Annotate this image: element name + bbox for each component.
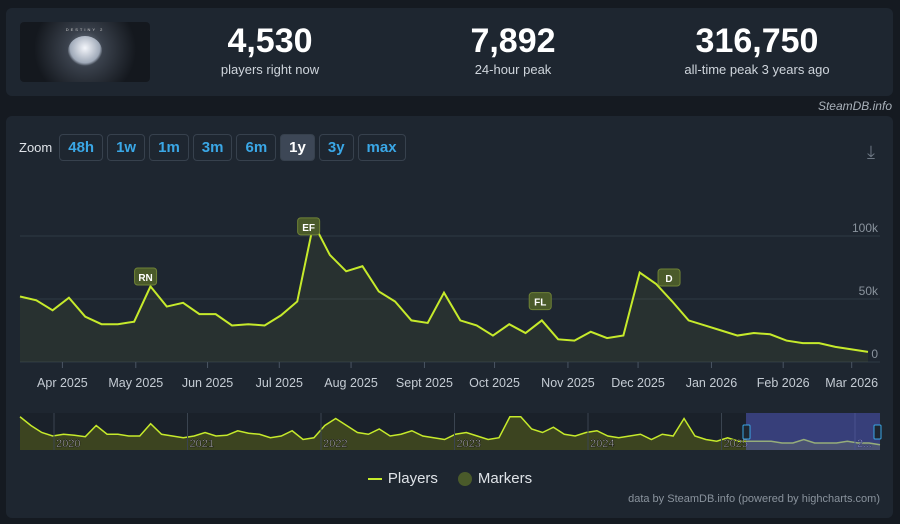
line-icon (367, 477, 382, 480)
destiny-emblem-icon (68, 36, 102, 66)
legend-players-label: Players (387, 470, 438, 487)
navigator-selection[interactable] (746, 413, 880, 450)
y-tick-label: 100k (852, 221, 879, 235)
legend-players[interactable]: Players (367, 470, 438, 487)
navigator-year-label: 2023 (457, 438, 481, 450)
navigator-year-label: 2021 (190, 438, 214, 450)
zoom-max-button[interactable]: max (357, 134, 406, 161)
zoom-1m-button[interactable]: 1m (149, 134, 189, 161)
zoom-1y-button[interactable]: 1y (280, 134, 315, 161)
x-tick-label: Jul 2025 (256, 376, 303, 390)
marker-label: RN (138, 273, 152, 284)
marker-ef[interactable]: EF (297, 217, 321, 236)
download-icon[interactable]: ⤓ (867, 142, 875, 162)
stat-value: 316,750 (695, 22, 819, 60)
navigator-handle[interactable] (742, 424, 751, 440)
marker-label: FL (534, 298, 546, 309)
marker-label: EF (302, 223, 315, 234)
x-tick-label: Jan 2026 (686, 376, 737, 390)
zoom-controls: Zoom 48h 1w 1m 3m 6m 1y 3y max (19, 134, 406, 161)
stat-value: 7,892 (470, 22, 556, 60)
x-tick-label: Jun 2025 (182, 376, 233, 390)
zoom-label: Zoom (19, 140, 53, 155)
legend: Players Markers (0, 470, 900, 487)
player-chart: 0 50k 100k Apr 2025 May 2025 Jun 2025 Jul 2025… (19, 217, 882, 450)
x-tick-label: Sept 2025 (396, 376, 453, 390)
navigator-line (19, 416, 881, 446)
x-tick-label: Oct 2025 (469, 376, 520, 390)
stats-header: DESTINY 2 4,530 players right now 7,892 24… (6, 8, 893, 96)
marker-label: D (665, 274, 672, 285)
navigator-year-label: 2... (857, 438, 872, 450)
navigator-handle[interactable] (873, 424, 882, 440)
navigator-year-label: 2025 (724, 438, 748, 450)
marker-rn[interactable]: RN (134, 267, 158, 286)
x-tick-label: Aug 2025 (324, 376, 378, 390)
zoom-3y-button[interactable]: 3y (318, 134, 354, 161)
x-tick-label: Apr 2025 (37, 376, 88, 390)
zoom-6m-button[interactable]: 6m (236, 134, 277, 161)
stat-label: players right now (220, 62, 320, 77)
navigator-year-label: 2024 (590, 438, 614, 450)
marker-badge (134, 267, 158, 286)
x-tick-label: Dec 2025 (611, 376, 665, 390)
navigator-year-label: 2020 (56, 438, 80, 450)
chart-panel: Zoom 48h 1w 1m 3m 6m 1y 3y max ⤓ (6, 116, 893, 518)
footer-credit[interactable]: data by SteamDB.info (powered by highcha… (628, 493, 880, 505)
stat-value: 4,530 (227, 22, 313, 60)
stat-24h-peak: 7,892 24-hour peak (413, 22, 613, 77)
marker-d[interactable]: D (657, 268, 681, 287)
game-logo[interactable]: DESTINY 2 (20, 22, 150, 82)
navigator-year-label: 2022 (323, 438, 347, 450)
stat-current: 4,530 players right now (170, 22, 370, 77)
zoom-48h-button[interactable]: 48h (59, 134, 104, 161)
x-tick-label: Mar 2026 (825, 376, 878, 390)
stat-label: all-time peak 3 years ago (684, 62, 830, 77)
circle-icon (457, 471, 472, 486)
x-tick-label: May 2025 (108, 376, 163, 390)
marker-badge (528, 292, 552, 311)
logo-text: DESTINY 2 (65, 27, 105, 32)
steamdb-credit[interactable]: SteamDB.info (817, 99, 892, 113)
legend-markers[interactable]: Markers (457, 470, 533, 487)
x-tick-label: Feb 2026 (757, 376, 810, 390)
marker-badge (297, 217, 321, 236)
zoom-3m-button[interactable]: 3m (192, 134, 233, 161)
legend-markers-label: Markers (477, 470, 533, 487)
y-tick-label: 50k (859, 284, 879, 298)
navigator-area (20, 416, 880, 450)
marker-badge (657, 268, 681, 287)
stat-label: 24-hour peak (474, 62, 552, 77)
x-tick-label: Nov 2025 (541, 376, 595, 390)
zoom-1w-button[interactable]: 1w (107, 134, 146, 161)
y-tick-label: 0 (871, 347, 878, 361)
marker-fl[interactable]: FL (528, 292, 552, 311)
stat-all-time-peak: 316,750 all-time peak 3 years ago (657, 22, 857, 77)
